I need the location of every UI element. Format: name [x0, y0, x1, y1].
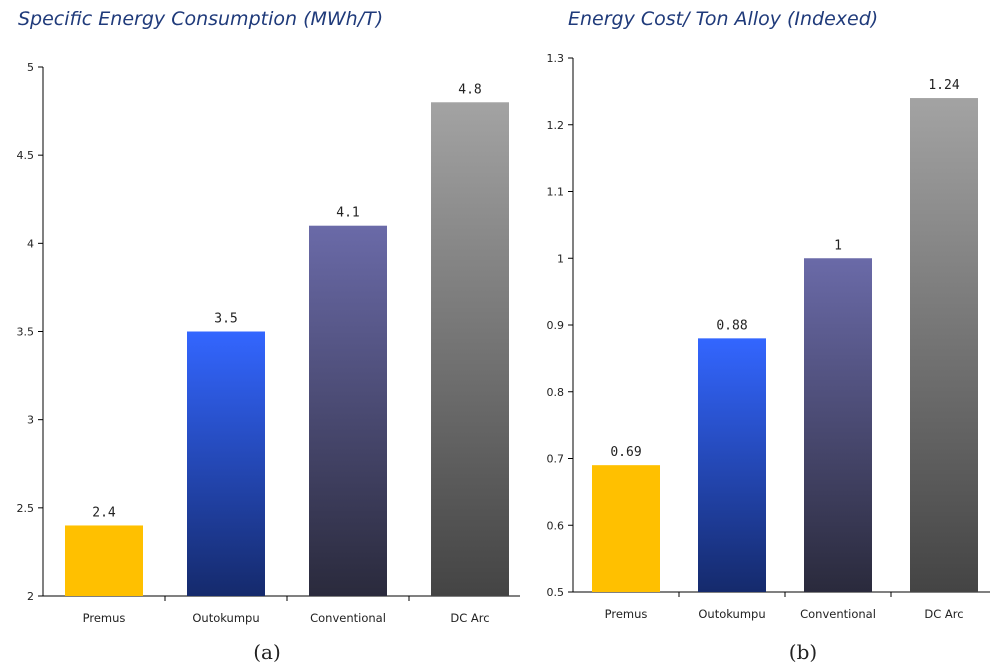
chart-a-category-label: Conventional	[310, 611, 386, 625]
chart-a-category-label: Outokumpu	[192, 611, 259, 625]
chart-b-y-tick-label: 1	[557, 252, 564, 265]
chart-b-bar-dc-arc	[910, 98, 978, 593]
chart-b-category-label: Premus	[605, 607, 648, 621]
chart-a-bar-dc-arc	[431, 102, 509, 597]
chart-a-y-tick-label: 3	[27, 414, 34, 427]
chart-b-y-tick-label: 0.5	[547, 586, 565, 599]
chart-b-y-tick-label: 1.3	[547, 52, 565, 65]
chart-b-bar-conventional	[804, 258, 872, 592]
chart-a-caption: (a)	[253, 640, 281, 664]
chart-a-category-label: Premus	[83, 611, 126, 625]
chart-b-y-tick-label: 1.2	[547, 119, 565, 132]
chart-b-data-label: 1.24	[928, 78, 959, 93]
chart-a-bar-conventional	[309, 225, 387, 596]
chart-a-bar-outokumpu	[187, 331, 265, 596]
chart-a-title: Specific Energy Consumption (MWh/T)	[18, 8, 384, 30]
chart-b-category-label: Outokumpu	[698, 607, 765, 621]
chart-a-y-tick-label: 2	[27, 590, 34, 603]
chart-b-data-label: 0.69	[610, 445, 641, 460]
chart-a-data-label: 2.4	[92, 505, 116, 520]
chart-a-data-label: 4.8	[458, 82, 481, 97]
chart-b-data-label: 1	[834, 238, 842, 253]
chart-a-y-tick-label: 2.5	[17, 502, 35, 515]
chart-a-y-tick-label: 3.5	[17, 326, 35, 339]
chart-a-bar-premus	[65, 525, 143, 596]
chart-b-y-tick-label: 0.8	[547, 386, 565, 399]
chart-b: 0.5 0.6 0.7 0.8 0.9 1 1.1 1.2 1.3 0.69 Premus 0.88 O…	[547, 52, 990, 621]
chart-a-y-tick-label: 5	[27, 61, 34, 74]
chart-a-y-tick-label: 4	[27, 237, 34, 250]
chart-a-category-label: DC Arc	[450, 611, 489, 625]
chart-a: 2 2.5 3 3.5 4 4.5 5 2.4 Premus 3.5 Outokumpu 4.1 Con…	[17, 61, 520, 625]
chart-b-bar-premus	[592, 465, 660, 592]
chart-b-category-label: Conventional	[800, 607, 876, 621]
chart-b-y-tick-label: 1.1	[547, 186, 565, 199]
chart-a-data-label: 4.1	[336, 206, 359, 221]
chart-b-caption: (b)	[788, 640, 818, 664]
chart-a-data-label: 3.5	[214, 312, 237, 327]
chart-b-y-tick-label: 0.6	[547, 519, 565, 532]
chart-b-title: Energy Cost/ Ton Alloy (Indexed)	[568, 8, 879, 30]
chart-b-y-tick-label: 0.7	[547, 453, 565, 466]
chart-b-bar-outokumpu	[698, 338, 766, 592]
chart-a-y-tick-label: 4.5	[17, 149, 35, 162]
chart-b-data-label: 0.88	[716, 318, 747, 333]
chart-b-y-tick-label: 0.9	[547, 319, 565, 332]
chart-b-category-label: DC Arc	[924, 607, 963, 621]
